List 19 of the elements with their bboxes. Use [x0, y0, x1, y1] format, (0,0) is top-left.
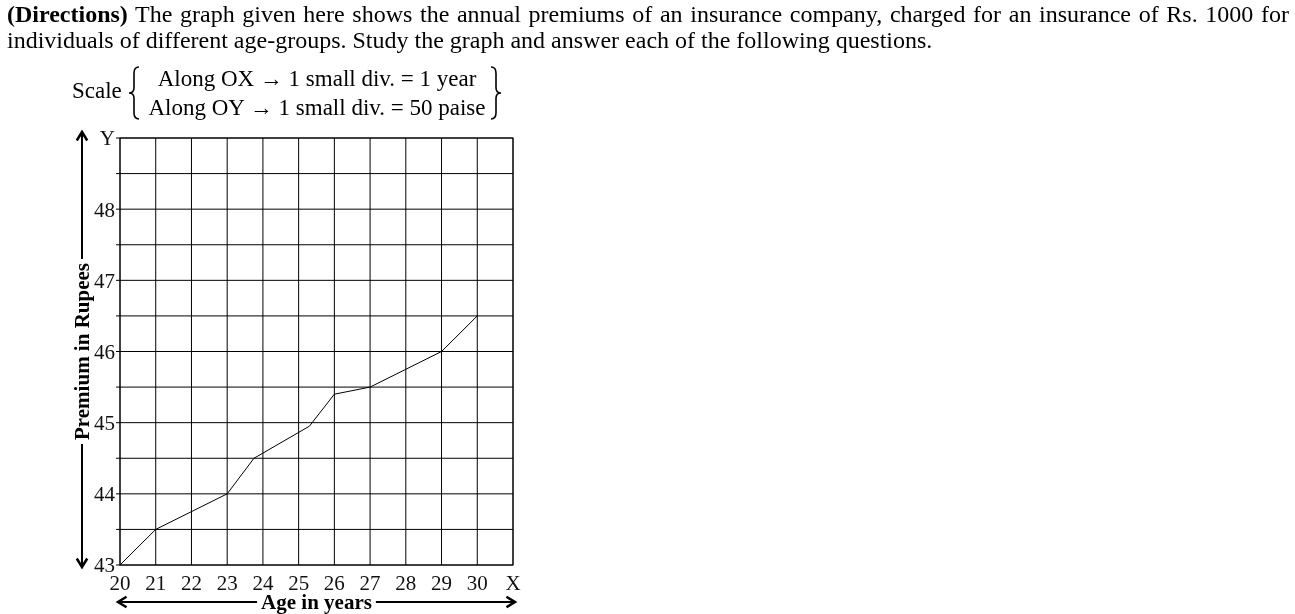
x-tick-label: 23: [216, 571, 238, 595]
text: Along OX → 1 small div. = 1 year: [157, 66, 477, 91]
text: Scale: [72, 78, 122, 103]
y-tick-label: 45: [94, 411, 115, 436]
text: Along OY → 1 small div. = 50 paise: [148, 95, 486, 120]
y-tick-label: 48: [94, 197, 115, 222]
y-tick-label: 44: [94, 482, 116, 507]
y-tick-label: Y: [99, 126, 115, 151]
x-tick-label: 22: [180, 571, 202, 595]
x-tick-label: 28: [395, 571, 417, 595]
x-tick-label: X: [505, 571, 521, 595]
x-tick-label: 29: [431, 571, 453, 595]
chart-title: (Directions): [7, 1, 128, 27]
y-axis-title: Premium in Rupees: [70, 263, 94, 440]
y-tick-label: 47: [94, 268, 115, 293]
x-tick-label: 20: [109, 571, 131, 595]
x-tick-label: 30: [466, 571, 488, 595]
y-tick-label: 46: [94, 339, 115, 364]
x-tick-label: 21: [145, 571, 167, 595]
